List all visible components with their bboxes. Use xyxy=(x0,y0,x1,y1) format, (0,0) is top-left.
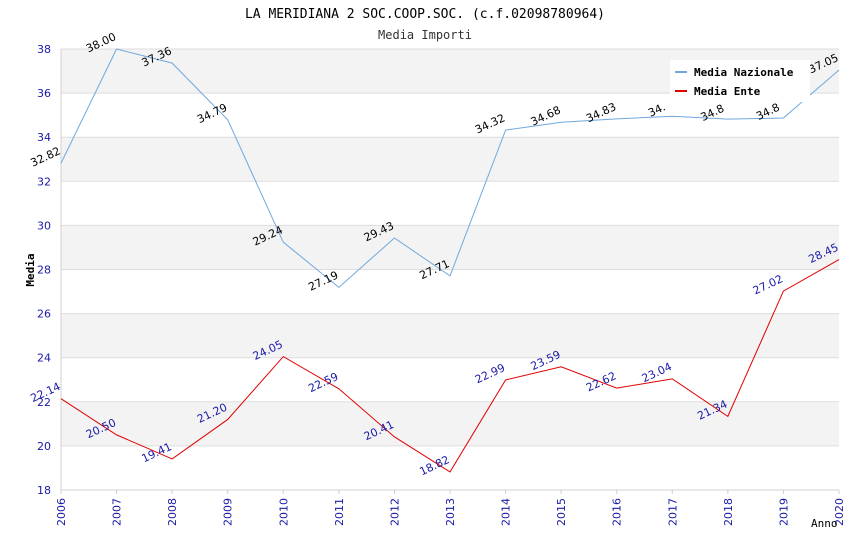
x-tick-label: 2015 xyxy=(555,498,568,526)
data-label: 34.32 xyxy=(473,111,507,136)
x-tick-label: 2009 xyxy=(222,498,235,526)
legend-entry: Media Nazionale xyxy=(694,66,794,79)
x-tick-label: 2018 xyxy=(722,498,735,526)
series-lines xyxy=(60,48,840,473)
legend-box xyxy=(670,60,810,102)
gridlines xyxy=(60,48,839,491)
x-tick-label: 2006 xyxy=(55,498,68,526)
y-axis-label: Media xyxy=(24,253,37,286)
y-tick-label: 38 xyxy=(37,43,51,56)
x-tick-label: 2010 xyxy=(277,498,290,526)
grid-band xyxy=(61,313,839,358)
y-tick-label: 26 xyxy=(37,308,51,321)
data-label: 27.02 xyxy=(751,272,785,297)
data-label: 22.99 xyxy=(473,361,507,386)
x-axis-ticks: 2006 2007 2008 2009 2010 2011 2012 2013 2014 2015… xyxy=(55,490,846,526)
x-tick-label: 2020 xyxy=(833,498,846,526)
x-tick-label: 2007 xyxy=(111,498,124,526)
x-tick-label: 2019 xyxy=(777,498,790,526)
grid-band xyxy=(61,401,839,446)
x-tick-label: 2016 xyxy=(611,498,624,526)
y-tick-label: 24 xyxy=(37,352,51,365)
y-tick-label: 34 xyxy=(37,131,51,144)
data-label: 34.8 xyxy=(754,101,782,123)
y-axis-ticks: 18 20 22 24 26 28 30 32 34 36 38 xyxy=(37,43,51,497)
x-tick-label: 2017 xyxy=(666,498,679,526)
y-tick-label: 20 xyxy=(37,440,51,453)
legend: Media Nazionale Media Ente xyxy=(670,60,810,102)
y-tick-label: 32 xyxy=(37,175,51,188)
grid-bands xyxy=(61,49,839,446)
x-axis-label: Anno xyxy=(811,517,838,530)
y-tick-label: 28 xyxy=(37,264,51,277)
data-label: 22.62 xyxy=(584,369,618,394)
y-tick-label: 22 xyxy=(37,396,51,409)
data-label: 34.8 xyxy=(699,102,727,124)
y-tick-label: 18 xyxy=(37,484,51,497)
data-label: 22.59 xyxy=(306,370,340,395)
x-tick-label: 2012 xyxy=(388,498,401,526)
data-label: 18.82 xyxy=(417,453,451,478)
series-line-media-nazionale xyxy=(60,48,840,289)
x-tick-label: 2011 xyxy=(333,498,346,526)
y-tick-label: 30 xyxy=(37,219,51,232)
grid-band xyxy=(61,225,839,270)
y-tick-label: 36 xyxy=(37,87,51,100)
data-label: 34.83 xyxy=(584,100,618,125)
grid-band xyxy=(61,137,839,182)
data-label: 27.19 xyxy=(306,269,340,294)
legend-entry: Media Ente xyxy=(694,85,761,98)
series-line-media-ente xyxy=(60,259,840,473)
x-tick-label: 2008 xyxy=(166,498,179,526)
x-tick-label: 2013 xyxy=(444,498,457,526)
chart-subtitle: Media Importi xyxy=(378,28,472,42)
data-label: 32.82 xyxy=(28,144,62,169)
chart-title: LA MERIDIANA 2 SOC.COOP.SOC. (c.f.020987… xyxy=(245,7,605,22)
data-label: 34.79 xyxy=(195,101,229,126)
x-tick-label: 2014 xyxy=(500,498,513,526)
